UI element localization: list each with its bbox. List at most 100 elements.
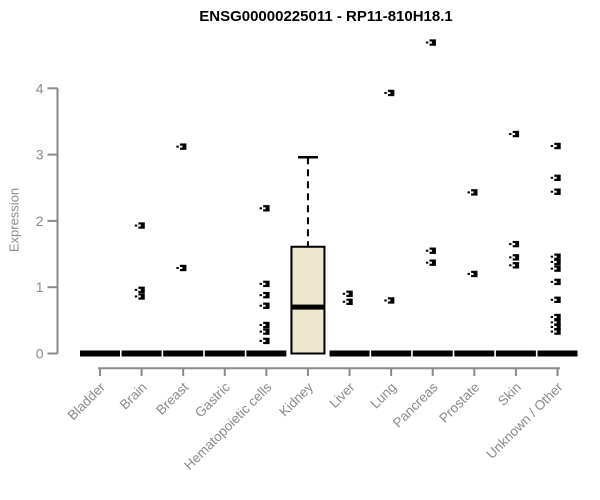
outlier-notch	[346, 300, 349, 303]
zero-box-bar	[246, 350, 287, 357]
outlier-dash	[176, 145, 179, 148]
zero-box-bar	[371, 350, 412, 357]
x-category-label: Breast	[153, 379, 191, 417]
outlier-square	[471, 189, 478, 196]
x-category-label: Liver	[326, 379, 358, 411]
outlier-notch	[429, 41, 432, 44]
x-category-label: Lung	[367, 380, 399, 412]
outlier-square	[554, 142, 561, 150]
outlier-square	[554, 253, 561, 260]
outlier-dash	[342, 292, 346, 295]
outlier-point	[342, 298, 353, 305]
outlier-square	[263, 337, 270, 345]
outlier-point	[467, 189, 478, 196]
outlier-square	[263, 302, 270, 309]
outlier-square	[346, 290, 353, 298]
outlier-point	[259, 321, 270, 329]
outlier-point	[550, 323, 561, 331]
outlier-square	[554, 328, 561, 335]
outlier-square	[387, 89, 395, 97]
zero-box-bar	[537, 350, 578, 357]
outlier-dash	[509, 256, 512, 259]
outlier-notch	[263, 330, 266, 333]
outlier-point	[550, 313, 561, 321]
outlier-notch	[387, 91, 391, 94]
outlier-dash	[259, 207, 262, 210]
outlier-notch	[554, 280, 557, 283]
outlier-dash	[550, 280, 554, 283]
outlier-square	[554, 188, 561, 195]
outlier-point	[509, 262, 520, 269]
outlier-point	[176, 264, 187, 272]
outlier-notch	[554, 298, 557, 301]
outlier-square	[429, 247, 436, 254]
outlier-dash	[550, 325, 554, 328]
outlier-point	[425, 259, 436, 266]
outlier-point	[176, 143, 187, 150]
outlier-dash	[550, 321, 554, 324]
outlier-point	[384, 89, 395, 97]
zero-box-bar	[80, 350, 120, 357]
zero-box-bar	[121, 350, 162, 357]
outlier-notch	[554, 330, 557, 333]
outlier-point	[384, 297, 395, 304]
y-tick-label: 1	[36, 279, 44, 295]
outlier-dash	[425, 41, 429, 44]
outlier-point	[550, 278, 561, 286]
outlier-notch	[554, 321, 557, 324]
outlier-notch	[554, 316, 557, 319]
outlier-notch	[512, 256, 516, 259]
outlier-dash	[342, 300, 346, 303]
x-category-label: Brain	[117, 380, 150, 413]
outlier-dash	[384, 299, 387, 302]
outlier-dash	[134, 288, 138, 291]
outlier-dash	[550, 144, 554, 147]
outlier-square	[554, 174, 561, 182]
outlier-notch	[263, 323, 266, 326]
outlier-point	[509, 130, 520, 138]
outlier-point	[134, 222, 145, 229]
outlier-notch	[263, 282, 266, 285]
outlier-point	[550, 253, 561, 260]
outlier-dash	[259, 330, 262, 333]
outlier-notch	[512, 133, 516, 136]
outlier-dash	[259, 323, 262, 326]
outlier-notch	[554, 267, 557, 270]
outlier-point	[550, 296, 561, 303]
outlier-square	[512, 262, 520, 269]
y-tick-label: 0	[36, 346, 44, 362]
outlier-square	[554, 313, 561, 321]
zero-box-bar	[204, 350, 245, 357]
outlier-dash	[550, 298, 554, 301]
outlier-dash	[509, 264, 512, 267]
outlier-point	[550, 188, 561, 195]
outlier-notch	[263, 294, 266, 297]
x-category-label: Bladder	[65, 379, 109, 423]
outlier-point	[259, 337, 270, 345]
y-tick-label: 2	[36, 213, 44, 229]
outlier-notch	[263, 207, 266, 210]
outlier-dash	[509, 133, 512, 136]
outlier-point	[550, 319, 561, 326]
outlier-point	[467, 270, 478, 278]
outlier-square	[263, 280, 270, 288]
median-line	[291, 304, 325, 310]
outlier-dash	[134, 295, 138, 298]
outlier-dash	[425, 261, 429, 264]
outlier-notch	[138, 295, 141, 298]
outlier-dash	[134, 224, 138, 227]
zero-box-bar	[329, 350, 370, 357]
outlier-point	[550, 142, 561, 150]
outlier-dash	[550, 190, 554, 193]
outlier-dash	[259, 282, 262, 285]
outlier-point	[134, 286, 145, 294]
outlier-notch	[263, 339, 266, 342]
outlier-notch	[471, 191, 474, 194]
outlier-point	[259, 205, 270, 212]
outlier-point	[509, 254, 520, 261]
outlier-notch	[554, 255, 557, 258]
outlier-square	[554, 319, 561, 326]
outlier-notch	[554, 144, 557, 147]
outlier-square	[263, 291, 270, 299]
